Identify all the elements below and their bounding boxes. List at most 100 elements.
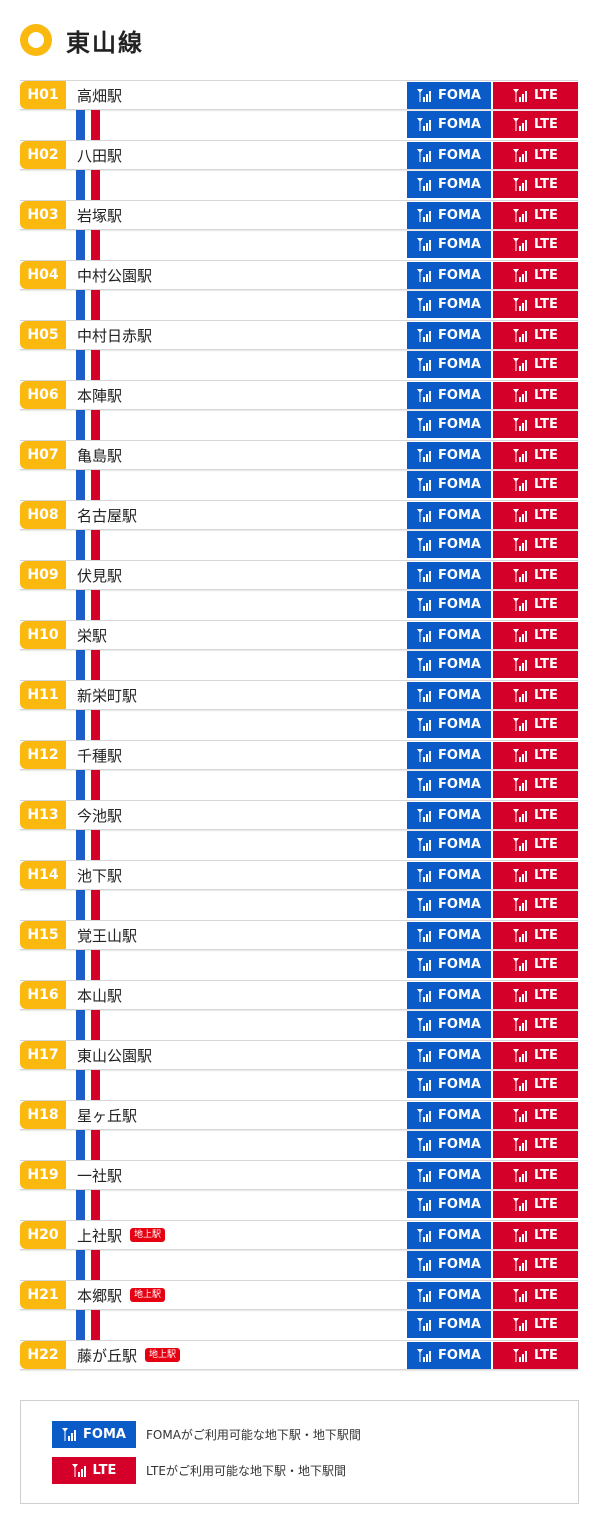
antenna-icon [513,1198,528,1211]
lte-badge: LTE [493,291,578,318]
foma-badge: FOMA [407,1222,491,1249]
track-red [91,530,100,560]
foma-label: FOMA [438,957,481,972]
foma-badge: FOMA [52,1421,136,1448]
foma-label: FOMA [438,357,481,372]
foma-badge: FOMA [407,411,491,438]
station-code: H17 [20,1041,66,1069]
foma-label: FOMA [438,237,481,252]
foma-label: FOMA [438,417,481,432]
station-name-wrap: 本山駅 [77,981,122,1009]
antenna-icon [417,1318,432,1331]
foma-badge: FOMA [407,1311,491,1338]
foma-badge: FOMA [407,1191,491,1218]
antenna-icon [513,358,528,371]
station-code: H05 [20,321,66,349]
lte-badge: LTE [493,591,578,618]
lte-label: LTE [534,508,558,523]
station-name-wrap: 上社駅 地上駅 [77,1221,166,1249]
segment-row: FOMA LTE [20,770,578,800]
lte-label: LTE [534,1348,558,1363]
antenna-icon [513,778,528,791]
lte-badge: LTE [493,202,578,229]
station-code: H06 [20,381,66,409]
lte-label: LTE [534,837,558,852]
antenna-icon [513,838,528,851]
track-blue [76,110,85,140]
station-name-wrap: 覚王山駅 [77,921,137,949]
station-name-wrap: 今池駅 [77,801,122,829]
foma-label: FOMA [438,177,481,192]
foma-badge: FOMA [407,1251,491,1278]
track-blue [76,830,85,860]
foma-label: FOMA [438,477,481,492]
lte-badge: LTE [493,471,578,498]
antenna-icon [417,1169,432,1182]
lte-label: LTE [534,1077,558,1092]
foma-label: FOMA [438,1137,481,1152]
segment-row: FOMA LTE [20,1250,578,1280]
station-name: 八田駅 [77,146,123,165]
lte-label: LTE [534,448,558,463]
legend-item-foma: FOMA FOMAがご利用可能な地下駅・地下駅間 [52,1421,361,1448]
station-code: H07 [20,441,66,469]
antenna-icon [513,809,528,822]
station-row: H01 高畑駅 FOMA LTE [20,80,578,110]
station-row: H02 八田駅 FOMA LTE [20,140,578,170]
antenna-icon [513,1018,528,1031]
foma-label: FOMA [438,1197,481,1212]
antenna-icon [417,1198,432,1211]
lte-label: LTE [534,928,558,943]
segment-row: FOMA LTE [20,890,578,920]
station-code: H13 [20,801,66,829]
track-red [91,1310,100,1340]
antenna-icon [513,689,528,702]
foma-badge: FOMA [407,862,491,889]
antenna-icon [417,929,432,942]
station-code: H10 [20,621,66,649]
station-row: H12 千種駅 FOMA LTE [20,740,578,770]
foma-badge: FOMA [407,742,491,769]
lte-label: LTE [534,1137,558,1152]
lte-badge: LTE [493,351,578,378]
legend-foma-text: FOMAがご利用可能な地下駅・地下駅間 [146,1428,361,1442]
antenna-icon [417,209,432,222]
foma-label: FOMA [438,1017,481,1032]
station-row: H07 亀島駅 FOMA LTE [20,440,578,470]
antenna-icon [417,238,432,251]
antenna-icon [417,569,432,582]
antenna-icon [417,1289,432,1302]
track-red [91,170,100,200]
antenna-icon [513,149,528,162]
station-row: H11 新栄町駅 FOMA LTE [20,680,578,710]
lte-badge: LTE [493,171,578,198]
station-name-wrap: 一社駅 [77,1161,122,1189]
station-code: H14 [20,861,66,889]
track-red [91,950,100,980]
track-red [91,650,100,680]
legend-item-lte: LTE LTEがご利用可能な地下駅・地下駅間 [52,1457,346,1484]
lte-label: LTE [534,808,558,823]
lte-label: LTE [534,1108,558,1123]
lte-label: LTE [534,417,558,432]
segment-row: FOMA LTE [20,410,578,440]
station-name-wrap: 岩塚駅 [77,201,122,229]
foma-label: FOMA [438,897,481,912]
antenna-icon [417,629,432,642]
foma-label: FOMA [438,148,481,163]
antenna-icon [513,658,528,671]
foma-badge: FOMA [407,531,491,558]
track-red [91,830,100,860]
lte-label: LTE [534,717,558,732]
station-name-wrap: 星ヶ丘駅 [77,1101,137,1129]
antenna-icon [513,389,528,402]
lte-label: LTE [534,388,558,403]
station-row: H19 一社駅 FOMA LTE [20,1160,578,1190]
foma-badge: FOMA [407,111,491,138]
track-blue [76,890,85,920]
foma-badge: FOMA [407,231,491,258]
station-name: 星ヶ丘駅 [77,1106,138,1125]
lte-label: LTE [534,1197,558,1212]
segment-row: FOMA LTE [20,470,578,500]
lte-label: LTE [534,208,558,223]
